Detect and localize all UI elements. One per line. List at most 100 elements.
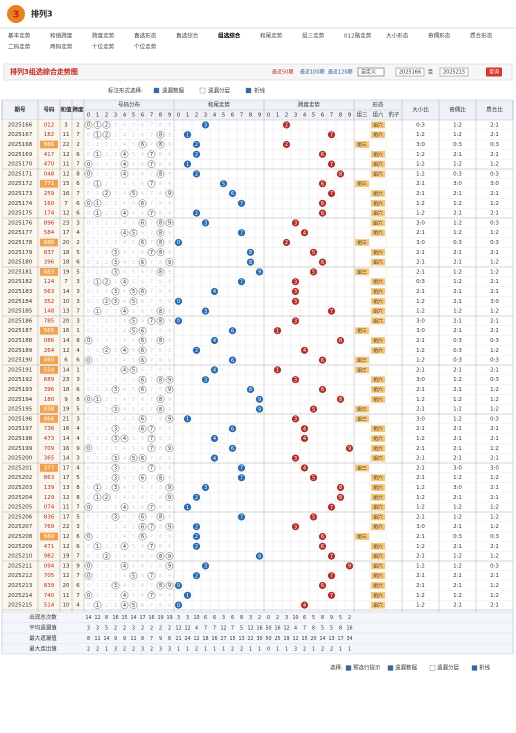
shape-cell [371,542,385,550]
from-input[interactable] [395,67,425,77]
digit-header: 8 [159,113,163,119]
shape-header: 组三 [356,111,368,119]
nav-tab[interactable]: 大小形态 [386,32,409,40]
nav-tab[interactable]: 个位走势 [134,43,157,51]
recent-link[interactable]: 最近100期 [300,69,325,76]
recent-link[interactable]: 最近50期 [272,69,293,76]
sum: 11 [63,505,70,511]
digit: 6 [141,270,144,276]
checkbox[interactable] [245,87,252,94]
number: 686 [44,240,55,246]
nav-tab[interactable]: 质合形态 [470,32,493,40]
nav-tab[interactable]: 二码走势 [8,43,31,51]
span-ball [291,278,300,286]
issue: 2025209 [8,544,33,550]
digit: 4 [123,172,126,178]
ratio: 1:2 [453,407,462,413]
span-ball [327,503,336,511]
issue: 2025170 [8,162,33,168]
digit: 1 [96,328,99,334]
sum-ball [174,238,183,247]
digit: 0 [87,328,90,334]
nav-tab[interactable]: 直选综合 [176,32,199,40]
number-ball [111,385,120,394]
digit: 3 [114,495,117,501]
digit: 8 [159,426,162,432]
digit: 4 [123,328,126,334]
shape-cell [371,376,385,384]
digit: 5 [132,123,135,129]
shape: 组六 [373,445,383,452]
nav-tab[interactable]: 组选综合 [218,32,241,40]
span: 3 [76,279,80,285]
ratio: 1:2 [490,162,499,168]
nav-tab[interactable]: 和值跨度 [50,32,73,40]
nav-tab[interactable]: 基本走势 [8,32,31,40]
digit-header: 4 [303,113,307,119]
ratio: 1:2 [490,348,499,354]
digit: 8 [159,211,162,217]
sum: 14 [63,367,70,373]
nav-tab[interactable]: 十位走势 [92,43,115,51]
checkbox[interactable] [153,87,160,94]
number: 839 [44,583,55,589]
number-ball [84,336,93,345]
digit: 6 [141,544,144,550]
digit: 7 [150,544,153,550]
span-digit: 3 [294,377,297,383]
sum-ball [228,425,237,433]
stats-value: 14 [103,636,109,642]
span-ball [291,454,300,462]
nav-tab[interactable]: 和尾走势 [260,32,283,40]
span: 6 [76,181,80,187]
number: 689 [44,377,55,383]
nav-tab[interactable]: 跨度走势 [92,32,115,40]
digit: 0 [87,221,90,227]
checkbox[interactable] [345,665,352,671]
to-input[interactable] [439,67,469,77]
ratio: 0:3 [490,240,499,246]
ratio: 2:1 [453,318,462,324]
nav-tab[interactable]: 012路走势 [344,32,372,40]
ratio: 2:1 [416,534,425,540]
number: 769 [44,524,55,530]
digit: 9 [168,436,171,442]
nav-tab[interactable]: 两码走势 [50,43,73,51]
shape-cell [371,435,385,442]
stats-value: 4 [294,626,297,632]
sum-digit: 3 [204,309,207,315]
checkbox[interactable] [471,665,478,671]
shape-cell [371,582,385,589]
shape: 组三 [357,268,367,275]
select[interactable] [357,67,385,77]
sum-digit: 0 [177,240,180,246]
query-button[interactable] [486,67,502,77]
nav-tab[interactable]: 组三走势 [302,32,325,40]
checkbox[interactable] [387,665,394,671]
digit: 4 [123,417,126,423]
shape: 组六 [373,308,383,315]
digit-header: 9 [348,113,352,119]
digit: 5 [132,250,135,256]
checkbox[interactable] [199,87,206,94]
stats-value: 16 [256,626,262,632]
sum-ball [183,131,192,139]
number-ball [111,297,120,306]
span-ball [327,160,336,168]
shape: 组六 [373,592,383,599]
number-ball [156,307,165,315]
stats-value: 13 [328,636,334,642]
nav-tab[interactable]: 奇偶形态 [428,32,451,40]
digit: 5 [132,417,135,423]
digit: 9 [168,260,171,266]
digit: 5 [132,603,135,609]
span-digit: 2 [285,123,288,129]
checkbox[interactable] [429,665,436,671]
number-ball [111,473,120,482]
span-digit: 1 [276,368,279,374]
recent-link[interactable]: 最近120期 [328,69,353,76]
span-digit: 1 [276,328,279,334]
nav-tab[interactable]: 直选形态 [134,32,157,40]
number: 896 [44,220,55,226]
shape-cell [355,405,369,413]
